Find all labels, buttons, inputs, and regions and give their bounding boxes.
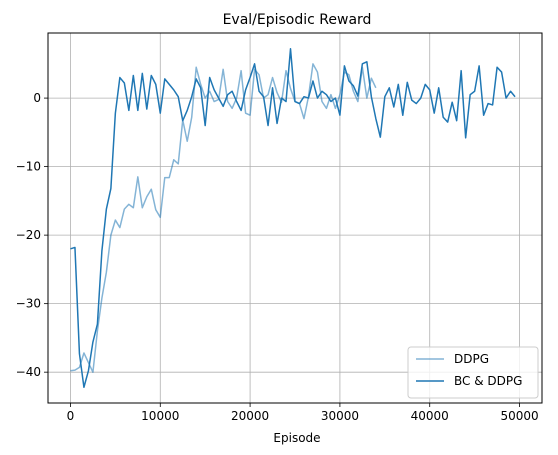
- x-tick-label: 50000: [500, 409, 538, 423]
- x-tick-label: 40000: [411, 409, 449, 423]
- x-axis-label: Episode: [273, 431, 320, 445]
- y-tick-label: 0: [33, 91, 41, 105]
- plot-frame: [47, 32, 543, 404]
- series-layer: [70, 48, 516, 388]
- series-line-ddpg: [70, 63, 377, 373]
- x-tick-label: 10000: [141, 409, 179, 423]
- x-axis: 0 10000 20000 30000 40000 50000: [67, 403, 539, 423]
- chart-title: Eval/Episodic Reward: [223, 12, 372, 28]
- y-tick-label: −10: [16, 160, 41, 174]
- x-tick-label: 20000: [231, 409, 269, 423]
- y-tick-label: −40: [16, 365, 41, 379]
- series-line-bc-ddpg: [70, 48, 516, 388]
- y-axis: −40 −30 −20 −10 0: [16, 91, 48, 379]
- x-tick-label: 30000: [321, 409, 359, 423]
- y-tick-label: −30: [16, 297, 41, 311]
- x-tick-label: 0: [67, 409, 75, 423]
- legend-label-ddpg: DDPG: [454, 352, 489, 366]
- legend: DDPG BC & DDPG: [407, 346, 539, 399]
- legend-label-bc-ddpg: BC & DDPG: [454, 374, 522, 388]
- y-tick-label: −20: [16, 228, 41, 242]
